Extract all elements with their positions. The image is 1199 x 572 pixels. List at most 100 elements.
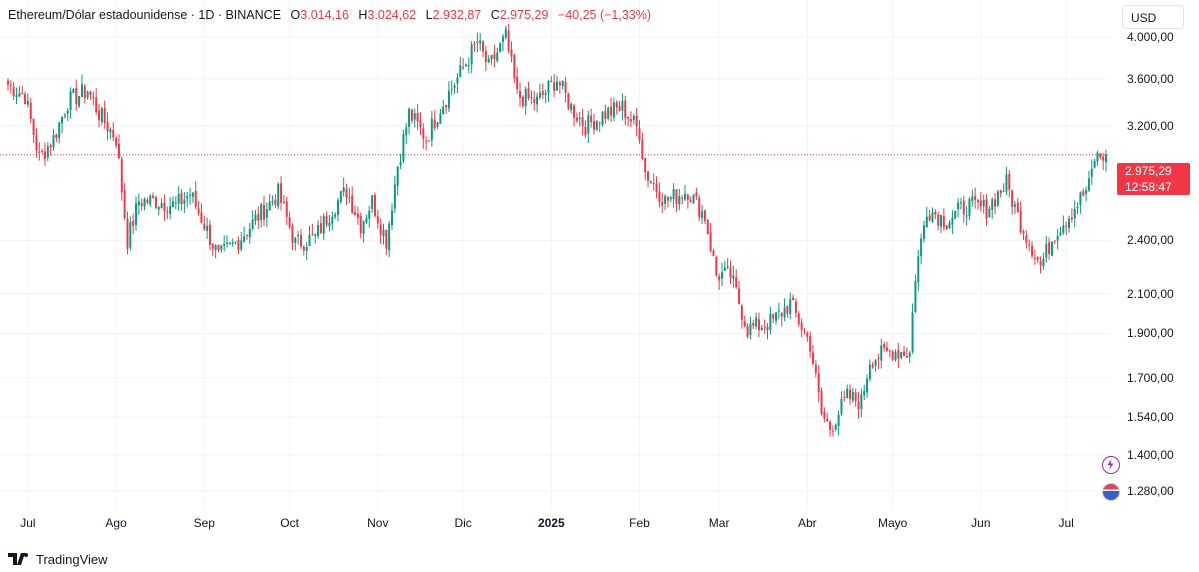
candle-body — [669, 197, 672, 200]
candle-body — [877, 358, 880, 360]
candle-body — [1048, 242, 1051, 255]
candle-body — [234, 241, 237, 243]
candle-body — [504, 28, 507, 38]
candle-body — [1059, 232, 1062, 236]
candle-body — [322, 216, 325, 234]
candle-body — [1090, 168, 1093, 177]
candle-body — [766, 326, 769, 330]
candles — [7, 23, 1107, 437]
candle-body — [371, 195, 374, 209]
candle-body — [206, 225, 209, 231]
candle-body — [917, 256, 920, 283]
candle-body — [254, 214, 257, 221]
month-label: Ago — [105, 516, 127, 530]
candle-body — [106, 121, 109, 132]
candle-body — [183, 199, 186, 204]
candle-body — [703, 210, 706, 221]
month-label: Oct — [280, 516, 299, 530]
candle-body — [467, 65, 470, 67]
candle-body — [1065, 225, 1068, 227]
currency-button[interactable]: USD — [1122, 5, 1184, 29]
candle-body — [922, 225, 925, 239]
candle-body — [957, 202, 960, 210]
candle-body — [888, 350, 891, 352]
candle-body — [473, 43, 476, 45]
price-tick-label: 1.280,00 — [1127, 483, 1174, 498]
candle-body — [885, 347, 888, 351]
candle-body — [706, 219, 709, 235]
candle-body — [911, 312, 914, 352]
candle-body — [1062, 225, 1065, 233]
month-label: Sep — [193, 516, 215, 530]
time-axis[interactable]: Jul Ago Sep Oct Nov Dic 2025 Feb Mar Abr Mayo Jun Ju… — [0, 510, 1110, 536]
tradingview-brand: TradingView — [36, 551, 108, 567]
flag-icon[interactable] — [1102, 483, 1120, 501]
candle-body — [263, 204, 266, 220]
candle-body — [1050, 241, 1053, 256]
candle-body — [143, 198, 146, 207]
candle-body — [994, 199, 997, 207]
chart-pane[interactable] — [0, 0, 1110, 510]
candle-body — [211, 244, 214, 249]
lightning-icon[interactable] — [1102, 456, 1120, 474]
candle-body — [607, 107, 610, 119]
high-label: H — [358, 8, 368, 22]
candle-body — [951, 217, 954, 225]
candlestick-chart[interactable] — [0, 0, 1110, 510]
candle-body — [459, 65, 462, 78]
candle-body — [672, 189, 675, 199]
candle-body — [379, 224, 382, 235]
candle-body — [308, 234, 311, 246]
candle-body — [618, 105, 621, 111]
candle-body — [962, 200, 965, 215]
candle-body — [894, 351, 897, 361]
candle-body — [883, 344, 886, 348]
candle-body — [837, 414, 840, 427]
candle-body — [689, 200, 692, 203]
candle-body — [903, 351, 906, 356]
candle-body — [285, 201, 288, 217]
candle-body — [860, 394, 863, 410]
candle-body — [348, 197, 351, 199]
candle-body — [382, 230, 385, 237]
candle-body — [177, 194, 180, 204]
candle-body — [171, 201, 174, 207]
candle-body — [712, 250, 715, 256]
candle-body — [516, 76, 519, 90]
candle-body — [573, 105, 576, 118]
price-axis[interactable]: 4.000,00 3.600,00 3.200,00 2.400,00 2.100,00… — [1110, 0, 1199, 510]
candle-body — [103, 108, 106, 123]
candle-body — [78, 96, 81, 107]
price-tick-label: 1.400,00 — [1127, 448, 1174, 463]
candle-body — [237, 239, 240, 250]
candle-body — [231, 242, 234, 245]
candle-body — [217, 244, 220, 251]
month-label: Feb — [629, 516, 650, 530]
tradingview-logo[interactable]: TradingView — [8, 550, 108, 568]
candle-body — [524, 88, 527, 106]
candle-body — [812, 352, 815, 364]
candle-body — [507, 30, 510, 51]
candle-body — [89, 91, 92, 95]
candle-body — [536, 96, 539, 105]
candle-body — [652, 183, 655, 185]
symbol-title: Ethereum/Dólar estadounidense · 1D · BIN… — [8, 8, 282, 22]
candle-body — [149, 195, 152, 205]
price-tick-label: 3.600,00 — [1127, 71, 1174, 86]
candle-body — [1102, 156, 1105, 161]
candle-body — [624, 100, 627, 119]
month-label: Mayo — [877, 516, 908, 530]
month-label: 2025 — [537, 516, 565, 530]
candle-body — [12, 86, 15, 96]
month-label: Jul — [20, 516, 36, 530]
candle-body — [140, 203, 143, 207]
candle-body — [920, 238, 923, 257]
candle-body — [792, 297, 795, 300]
candle-body — [743, 321, 746, 327]
candle-body — [575, 117, 578, 121]
candle-body — [521, 96, 524, 106]
candle-body — [436, 122, 439, 127]
candle-body — [396, 166, 399, 186]
candle-body — [786, 305, 789, 314]
candle-body — [1070, 217, 1073, 220]
